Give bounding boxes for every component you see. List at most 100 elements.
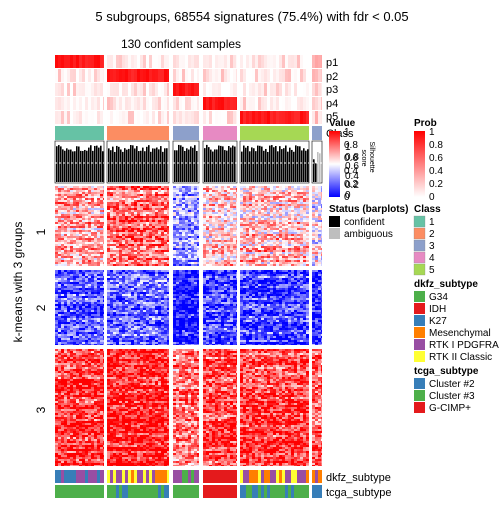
heatmap-cell (134, 264, 137, 266)
heatmap-cell (94, 336, 97, 338)
heatmap-cell (67, 324, 70, 326)
heatmap-cell (55, 208, 58, 210)
heatmap-cell (182, 194, 185, 196)
heatmap-cell (140, 314, 143, 316)
heatmap-cell (100, 296, 103, 298)
heatmap-cell (267, 218, 270, 220)
heatmap-cell (285, 242, 288, 244)
heatmap-cell (110, 280, 113, 282)
heatmap-cell (194, 218, 197, 220)
heatmap-cell (255, 198, 258, 200)
heatmap-cell (137, 188, 140, 190)
heatmap-cell (233, 244, 236, 246)
heatmap-cell (179, 198, 182, 200)
heatmap-cell (67, 294, 70, 296)
heatmap-cell (182, 222, 185, 224)
heatmap-cell (143, 226, 146, 228)
heatmap-cell (119, 196, 122, 198)
heatmap-cell (58, 272, 61, 274)
heatmap-cell (131, 202, 134, 204)
heatmap-cell (164, 330, 167, 332)
heatmap-cell (285, 190, 288, 192)
heatmap-cell (161, 302, 164, 304)
heatmap-cell (276, 244, 279, 246)
heatmap-cell (122, 338, 125, 340)
heatmap-cell (155, 190, 158, 192)
heatmap-cell (82, 248, 85, 250)
heatmap-cell (267, 198, 270, 200)
heatmap-cell (167, 300, 169, 302)
heatmap-cell (230, 190, 233, 192)
heatmap-cell (227, 252, 230, 254)
heatmap-cell (70, 230, 73, 232)
heatmap-cell (94, 344, 97, 345)
heatmap-cell (267, 262, 270, 264)
heatmap-cell (125, 246, 128, 248)
heatmap-cell (243, 220, 246, 222)
heatmap-cell (179, 262, 182, 264)
heatmap-cell (119, 336, 122, 338)
heatmap-cell (152, 322, 155, 324)
heatmap-cell (103, 240, 104, 242)
heatmap-cell (140, 284, 143, 286)
heatmap-cell (161, 204, 164, 206)
heatmap-cell (167, 282, 169, 284)
heatmap-cell (73, 312, 76, 314)
heatmap-cell (206, 194, 209, 196)
heatmap-cell (155, 248, 158, 250)
heatmap-cell (88, 340, 91, 342)
heatmap-cell (197, 230, 199, 232)
heatmap-cell (252, 210, 255, 212)
heatmap-cell (173, 252, 176, 254)
heatmap-cell (131, 286, 134, 288)
heatmap-cell (173, 278, 176, 280)
heatmap-cell (61, 218, 64, 220)
heatmap-cell (221, 196, 224, 198)
heatmap-cell (143, 258, 146, 260)
heatmap-cell (179, 276, 182, 278)
heatmap-cell (282, 250, 285, 252)
heatmap-cell (76, 208, 79, 210)
heatmap-cell (85, 190, 88, 192)
heatmap-cell (58, 298, 61, 300)
heatmap-cell (209, 258, 212, 260)
heatmap-cell (149, 216, 152, 218)
heatmap-cell (215, 228, 218, 230)
heatmap-cell (82, 186, 85, 188)
heatmap-cell (158, 280, 161, 282)
heatmap-cell (224, 192, 227, 194)
heatmap-cell (249, 204, 252, 206)
heatmap-cell (64, 328, 67, 330)
heatmap-cell (67, 238, 70, 240)
heatmap-cell (267, 216, 270, 218)
heatmap-cell (233, 208, 236, 210)
heatmap-cell (76, 224, 79, 226)
heatmap-cell (82, 242, 85, 244)
heatmap-cell (97, 244, 100, 246)
heatmap-cell (306, 220, 309, 222)
heatmap-cell (315, 252, 318, 254)
heatmap-cell (285, 248, 288, 250)
heatmap-cell (82, 224, 85, 226)
heatmap-cell (164, 336, 167, 338)
heatmap-cell (300, 212, 303, 214)
heatmap-cell (100, 244, 103, 246)
heatmap-cell (152, 272, 155, 274)
heatmap-cell (176, 242, 179, 244)
heatmap-cell (128, 208, 131, 210)
heatmap-cell (206, 252, 209, 254)
heatmap-cell (179, 234, 182, 236)
heatmap-cell (122, 308, 125, 310)
heatmap-cell (258, 256, 261, 258)
heatmap-cell (152, 286, 155, 288)
heatmap-cell (230, 214, 233, 216)
heatmap-cell (321, 242, 322, 244)
heatmap-cell (134, 216, 137, 218)
heatmap-cell (182, 210, 185, 212)
heatmap-cell (158, 336, 161, 338)
heatmap-cell (261, 252, 264, 254)
heatmap-cell (185, 196, 188, 198)
heatmap-cell (300, 230, 303, 232)
heatmap-cell (288, 208, 291, 210)
heatmap-cell (176, 206, 179, 208)
